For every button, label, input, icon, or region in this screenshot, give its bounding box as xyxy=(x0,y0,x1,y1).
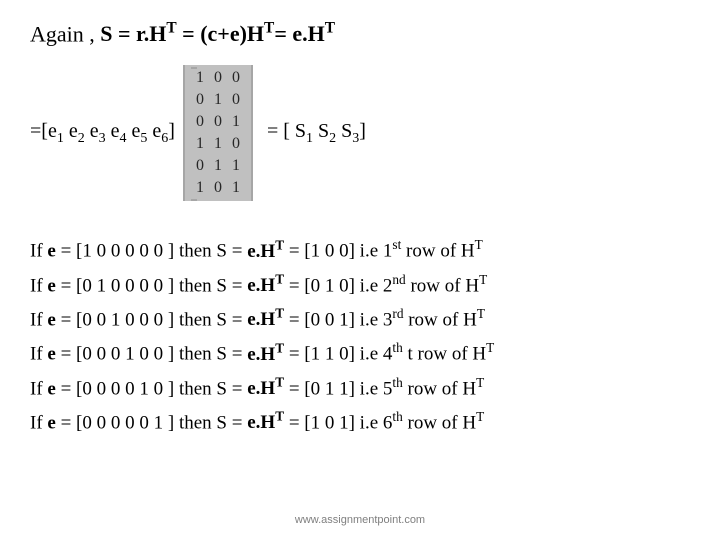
title-sup3: T xyxy=(325,20,335,37)
matrix-row: 110 xyxy=(191,133,245,155)
case-line: If e = [0 0 0 0 0 1 ] then S = e.HT = [1… xyxy=(30,403,690,437)
case-list: If e = [1 0 0 0 0 0 ] then S = e.HT = [1… xyxy=(30,231,690,437)
case-line: If e = [0 1 0 0 0 0 ] then S = e.HT = [0… xyxy=(30,266,690,300)
row-vector: =[e1 e2 e3 e4 e5 e6] xyxy=(30,120,175,147)
case-line: If e = [1 0 0 0 0 0 ] then S = e.HT = [1… xyxy=(30,231,690,265)
case-line: If e = [0 0 0 0 1 0 ] then S = e.HT = [0… xyxy=(30,369,690,403)
matrix-row: 010 xyxy=(191,89,245,111)
matrix-row: 101 xyxy=(191,177,245,199)
footer-url: www.assignmentpoint.com xyxy=(0,514,720,526)
H-matrix: 100010001110011101 xyxy=(183,65,253,201)
title-prefix: Again , xyxy=(30,21,100,46)
title-line: Again , S = r.HT = (c+e)HT= e.HT xyxy=(30,20,690,47)
case-line: If e = [0 0 1 0 0 0 ] then S = e.HT = [0… xyxy=(30,300,690,334)
rhs-vector: = [ S1 S2 S3] xyxy=(267,120,366,147)
matrix-row: 100 xyxy=(191,67,245,89)
title-sup1: T xyxy=(166,20,176,37)
title-mid2: = e.H xyxy=(274,21,324,46)
title-mid1: = (c+e)H xyxy=(177,21,264,46)
case-line: If e = [0 0 0 1 0 0 ] then S = e.HT = [1… xyxy=(30,334,690,368)
matrix-row: 011 xyxy=(191,155,245,177)
equation-row: =[e1 e2 e3 e4 e5 e6] 100010001110011101 … xyxy=(30,65,690,201)
matrix-row: 001 xyxy=(191,111,245,133)
title-sup2: T xyxy=(264,20,274,37)
title-bold: S = r.H xyxy=(100,21,166,46)
